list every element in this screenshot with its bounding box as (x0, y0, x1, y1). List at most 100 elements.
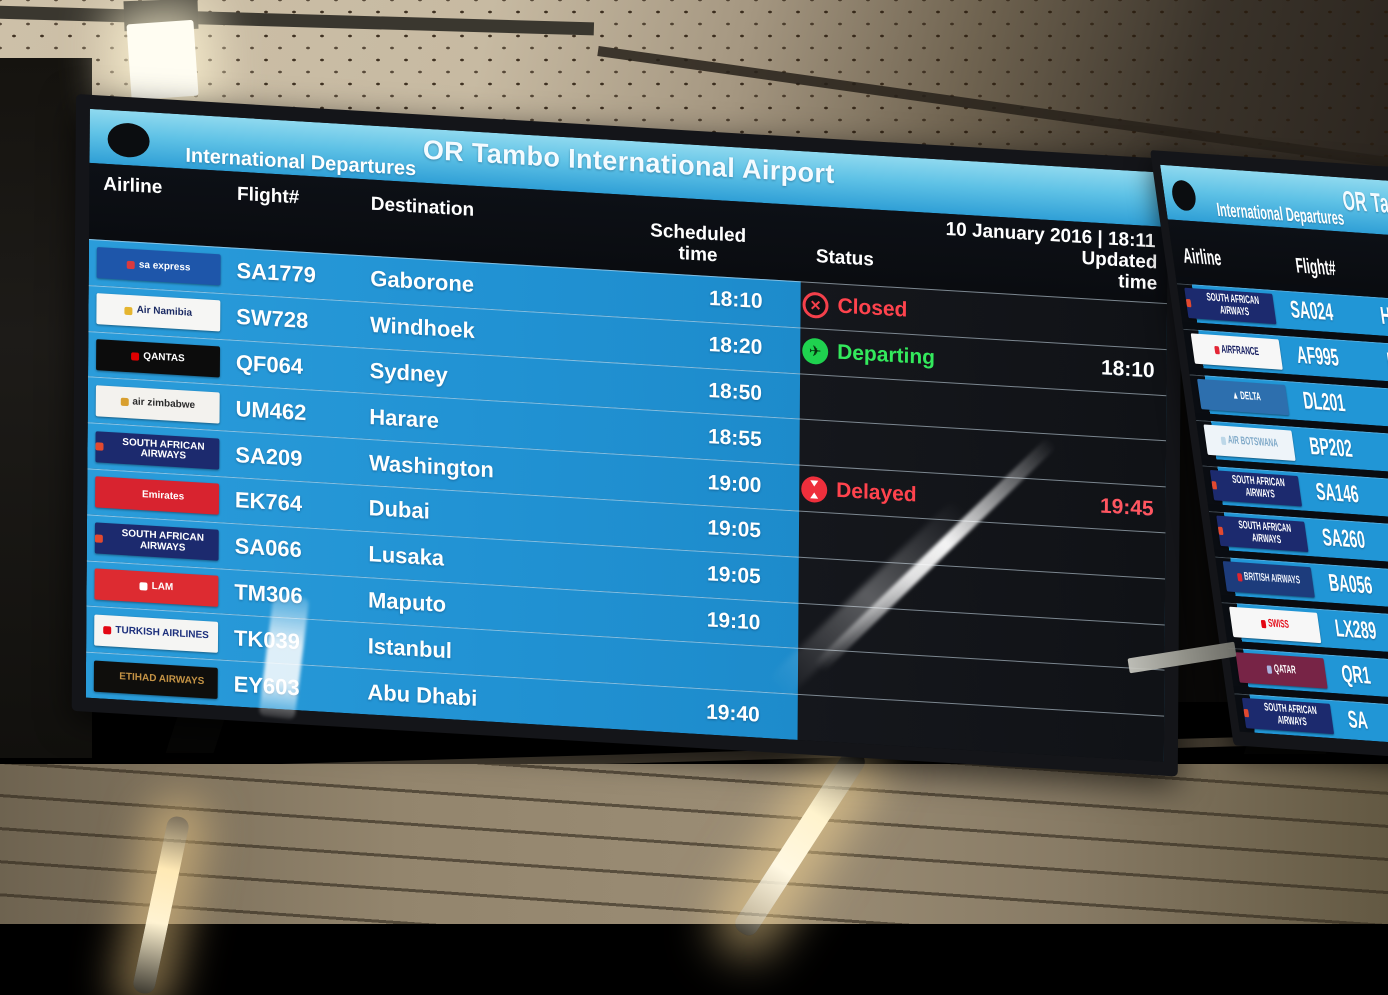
airline-logo-text: BRITISH AIRWAYS (1243, 570, 1301, 587)
airline-logo-text: Emirates (141, 488, 185, 503)
updated-time (1044, 411, 1154, 418)
airline-logo-accent (131, 352, 140, 362)
airline-logo-accent (1185, 298, 1192, 308)
destination: Abu Dhabi (367, 678, 478, 711)
destination: Dubai (368, 495, 430, 525)
scheduled-time (625, 661, 760, 669)
airline-logo-accent (103, 626, 112, 635)
airline-logo-text: LAM (151, 581, 174, 594)
flight-number: QR1 (1339, 660, 1373, 690)
flight-number: BA056 (1326, 569, 1375, 600)
airline-logo-text: sa express (138, 259, 191, 274)
updated-time (1043, 686, 1153, 693)
scheduled-time: 18:55 (707, 424, 762, 452)
flight-number: SA066 (234, 533, 302, 563)
destination: Sydney (369, 357, 448, 388)
airline-logo: SOUTH AFRICAN AIRWAYS (1241, 697, 1335, 735)
slatted-panel (0, 764, 1388, 924)
departure-board-primary: OR Tambo International Airport Internati… (71, 94, 1183, 777)
airline-logo: Emirates (95, 476, 220, 516)
airline-logo-accent (94, 534, 103, 543)
airline-logo-accent (120, 397, 129, 407)
hourglass-icon (801, 475, 828, 503)
status-cell: ×✈ (800, 718, 809, 719)
airline-logo-text: SOUTH AFRICAN AIRWAYS (1263, 701, 1318, 729)
flight-number: SA1779 (236, 258, 317, 288)
col-airline: Airline (1181, 244, 1223, 271)
airline-logo-accent (124, 306, 133, 315)
col-scheduled-time: Scheduled time (650, 220, 747, 267)
status-cell: ×✈Closed (802, 291, 908, 324)
destination: Washington (368, 449, 494, 483)
col-destination: Destination (370, 193, 475, 221)
airline-logo: sa express (96, 247, 221, 286)
airline-logo-accent (1217, 526, 1224, 536)
destination: Gaborone (370, 266, 475, 298)
status-cell: ×✈ (801, 580, 810, 581)
ceiling-light (126, 19, 199, 101)
airline-logo-accent (1266, 665, 1273, 674)
airline-logo-text: ETIHAD AIRWAYS (119, 670, 205, 687)
status-cell: ×✈ (802, 397, 811, 398)
destination: Harare (369, 403, 440, 433)
flight-number: SW728 (236, 304, 309, 334)
airline-logo: AIRFRANCE (1190, 333, 1283, 370)
airline-logo-text: SOUTH AFRICAN AIRWAYS (1205, 291, 1260, 319)
airline-logo: LAM (94, 568, 219, 607)
status-cell: ×✈Departing (802, 337, 935, 372)
col-flight: Flight# (237, 183, 300, 209)
airline-logo-text: QANTAS (143, 351, 185, 365)
destination: Lusaka (368, 541, 445, 571)
airline-logo: AIR BOTSWANA (1203, 424, 1296, 461)
flight-number: QF064 (235, 349, 304, 379)
status-cell: ×✈ (800, 626, 809, 627)
scheduled-time: 19:40 (706, 700, 760, 727)
flight-number: TK039 (233, 625, 301, 655)
status-cell: ×✈Delayed (801, 475, 917, 508)
airline-logo-accent (107, 672, 115, 680)
airline-logo-accent (1213, 345, 1220, 355)
airline-logo-text: TURKISH AIRLINES (115, 624, 209, 642)
airline-logo: SOUTH AFRICAN AIRWAYS (1184, 287, 1277, 325)
airline-logo: SWISS (1229, 606, 1322, 644)
airline-logo-text: SWISS (1267, 617, 1290, 632)
updated-time: 19:45 (1099, 494, 1154, 521)
destination: Harare (1378, 302, 1388, 333)
flight-number: SA209 (235, 441, 303, 471)
airline-logo: BRITISH AIRWAYS (1222, 561, 1315, 598)
airline-logo-text: air zimbabwe (132, 396, 196, 412)
airline-logo-text: QATAR (1273, 663, 1297, 677)
destination: Maputo (367, 587, 447, 617)
flight-number: SA146 (1314, 478, 1361, 509)
destination: Windhoek (369, 312, 475, 344)
airline-logo-text: AIR BOTSWANA (1227, 434, 1279, 450)
updated-time: 18:10 (1100, 356, 1155, 383)
airline-logo-accent (95, 442, 104, 451)
col-airline: Airline (103, 173, 163, 199)
airline-logo-accent (139, 582, 148, 592)
airline-logo: ▲ DELTA (1197, 378, 1290, 416)
status-label: Closed (837, 294, 908, 323)
scheduled-time: 18:50 (708, 378, 763, 406)
airline-logo: SOUTH AFRICAN AIRWAYS (1216, 515, 1309, 553)
updated-time (1043, 594, 1153, 601)
status-cell: ×✈ (801, 534, 810, 535)
airline-logo: air zimbabwe (95, 384, 220, 424)
airline-logo: Air Namibia (96, 293, 221, 332)
slat-lines (0, 764, 1388, 924)
scheduled-time: 19:00 (707, 470, 762, 497)
flight-rows: sa express SA1779 Gaborone 18:10 ×✈Close… (85, 239, 1168, 762)
airline-logo: QATAR (1235, 652, 1328, 689)
departing-plane-icon: ✈ (802, 337, 829, 366)
destination: Istanbul (367, 633, 453, 664)
flight-number: SA260 (1320, 523, 1367, 555)
scheduled-time: 18:20 (708, 333, 763, 360)
airline-logo: SOUTH AFRICAN AIRWAYS (95, 430, 220, 470)
airline-logo-accent (130, 490, 138, 498)
closed-icon: × (802, 291, 829, 320)
status-label: Delayed (836, 478, 917, 507)
airline-logo: SOUTH AFRICAN AIRWAYS (94, 522, 219, 561)
board-screen: OR Tambo International Airport Internati… (85, 108, 1168, 762)
flight-number: UM462 (235, 395, 307, 426)
airline-logo-text: SOUTH AFRICAN AIRWAYS (121, 528, 204, 554)
